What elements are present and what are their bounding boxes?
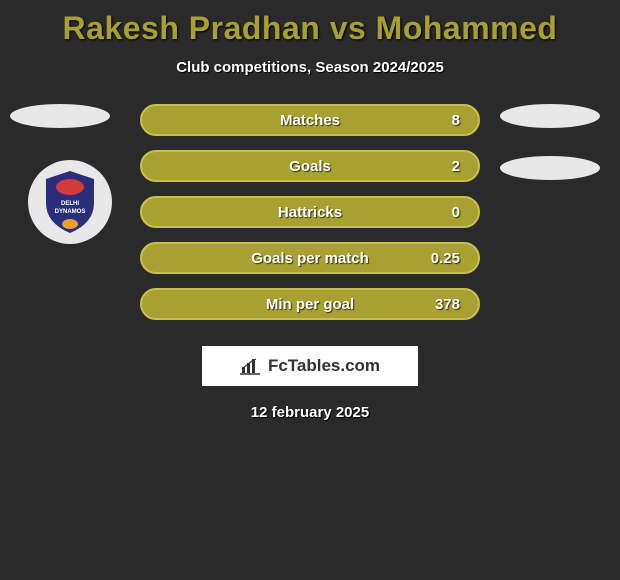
svg-text:DYNAMOS: DYNAMOS — [55, 209, 86, 215]
placeholder-ellipse — [500, 104, 600, 128]
svg-text:DELHI: DELHI — [61, 201, 79, 207]
stat-row: Goals per match 0.25 — [140, 242, 480, 274]
stat-right-value: 378 — [420, 296, 460, 313]
stat-right-value: 0 — [420, 204, 460, 221]
comparison-card: Rakesh Pradhan vs Mohammed Club competit… — [0, 0, 620, 431]
placeholder-ellipse — [10, 104, 110, 128]
fctables-logo[interactable]: FcTables.com — [202, 346, 418, 386]
stat-label: Goals per match — [251, 250, 369, 267]
stats-list: Matches 8 Goals 2 Hattricks 0 Goals per match 0… — [140, 104, 480, 320]
stats-area: DELHI DYNAMOS Matches 8 Goals 2 Hattricks 0 Go… — [0, 104, 620, 320]
bar-chart-icon — [240, 357, 262, 375]
stat-label: Hattricks — [278, 204, 342, 221]
stat-row: Goals 2 — [140, 150, 480, 182]
stat-right-value: 2 — [420, 158, 460, 175]
stat-row: Hattricks 0 — [140, 196, 480, 228]
stat-label: Min per goal — [266, 296, 354, 313]
stat-row: Min per goal 378 — [140, 288, 480, 320]
page-title: Rakesh Pradhan vs Mohammed — [0, 10, 620, 47]
stat-right-value: 0.25 — [420, 250, 460, 267]
shield-icon: DELHI DYNAMOS — [42, 169, 98, 235]
club-badge: DELHI DYNAMOS — [28, 160, 112, 244]
placeholder-ellipse — [500, 156, 600, 180]
logo-text: FcTables.com — [268, 356, 380, 376]
stat-row: Matches 8 — [140, 104, 480, 136]
date-text: 12 february 2025 — [0, 404, 620, 421]
stat-label: Goals — [289, 158, 331, 175]
stat-label: Matches — [280, 112, 340, 129]
subtitle: Club competitions, Season 2024/2025 — [0, 59, 620, 76]
stat-right-value: 8 — [420, 112, 460, 129]
